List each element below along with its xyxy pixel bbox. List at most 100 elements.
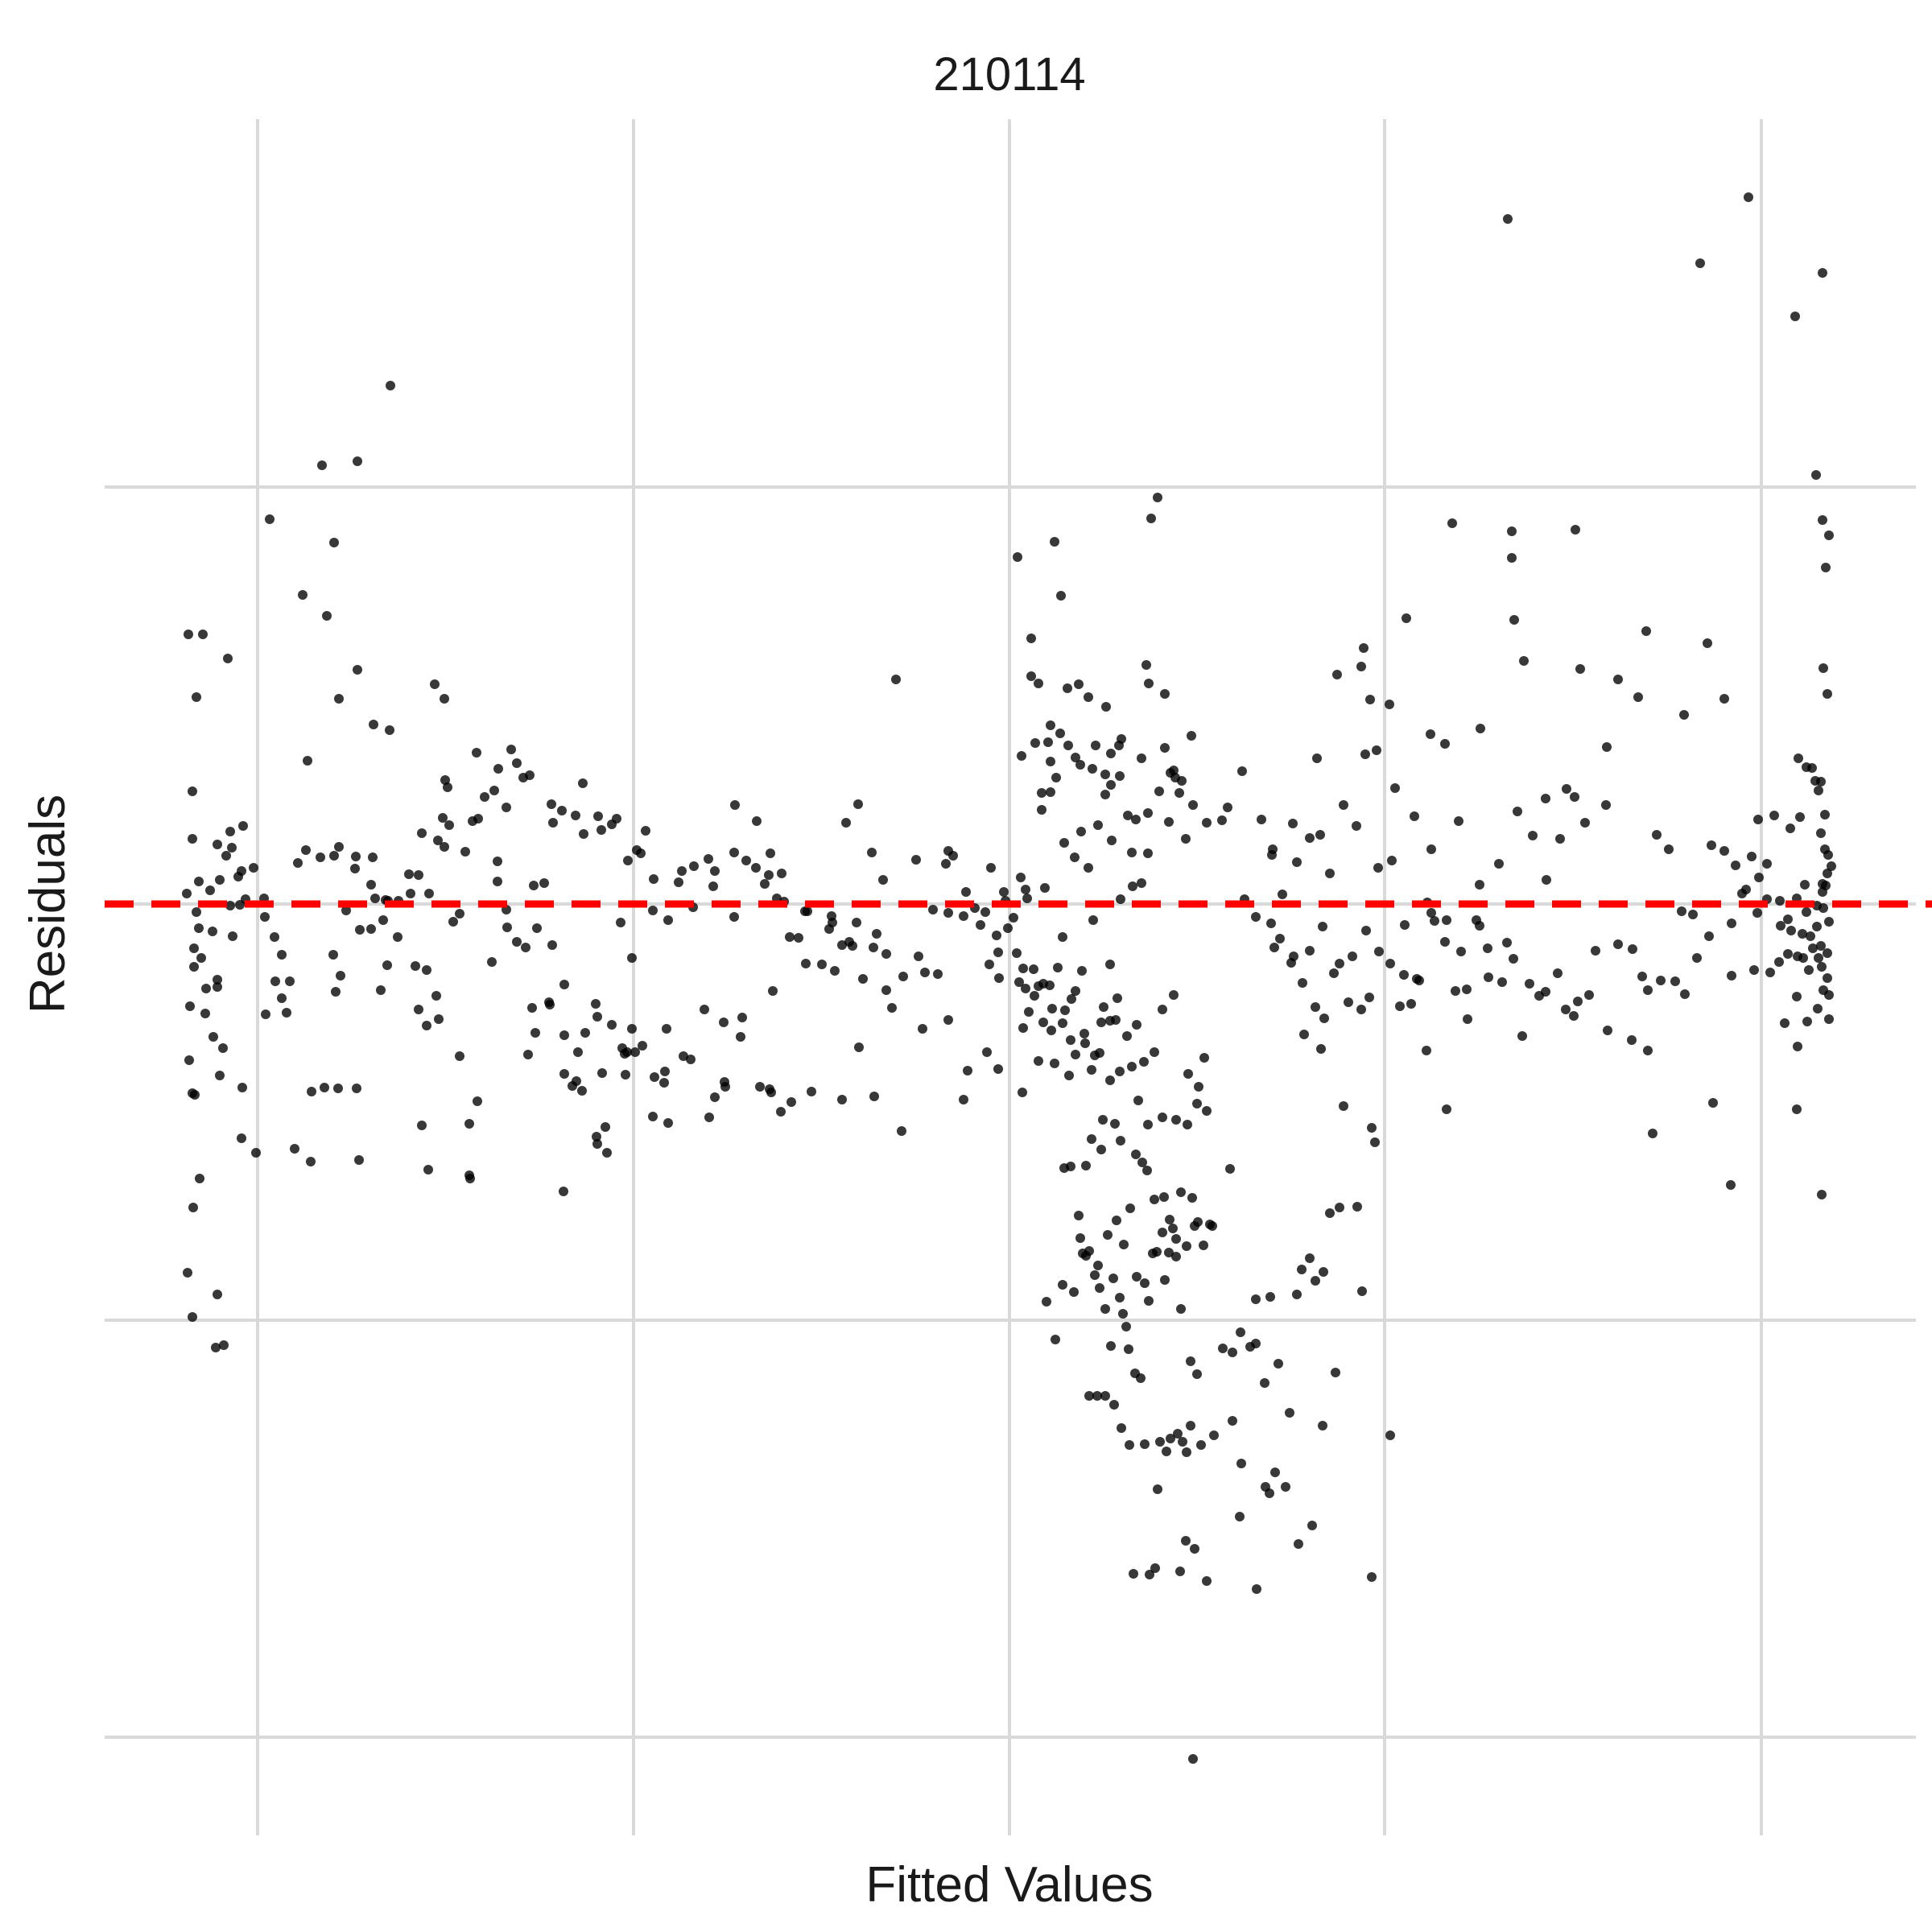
data-point xyxy=(1335,959,1344,968)
data-point xyxy=(1816,828,1826,838)
data-point xyxy=(1186,1421,1195,1430)
data-point xyxy=(382,960,392,970)
data-point xyxy=(660,1067,670,1076)
data-point xyxy=(1237,766,1247,776)
data-point xyxy=(215,1071,225,1080)
data-point xyxy=(914,952,923,961)
data-point xyxy=(1050,537,1059,547)
data-point xyxy=(1096,1145,1106,1154)
data-point xyxy=(1022,894,1032,903)
data-point xyxy=(1109,1400,1119,1410)
data-point xyxy=(1281,1482,1290,1492)
data-point xyxy=(1260,1378,1269,1388)
data-point xyxy=(559,1030,569,1040)
data-point xyxy=(593,811,603,821)
data-point xyxy=(455,1051,464,1061)
data-point xyxy=(1528,831,1538,840)
data-point xyxy=(545,1000,555,1009)
data-point xyxy=(710,866,720,876)
data-point xyxy=(448,917,458,927)
data-point xyxy=(213,840,222,849)
data-point xyxy=(1183,1069,1193,1079)
data-point xyxy=(1749,965,1759,975)
data-point xyxy=(785,932,795,942)
data-point xyxy=(183,1268,192,1278)
data-point xyxy=(777,869,786,878)
data-point xyxy=(1115,771,1125,781)
data-point xyxy=(1519,656,1529,666)
data-point xyxy=(710,1092,720,1102)
data-point xyxy=(1171,1115,1181,1125)
data-point xyxy=(1046,720,1055,730)
data-point xyxy=(480,792,489,802)
data-point xyxy=(366,880,376,890)
data-point xyxy=(1456,947,1466,956)
data-point xyxy=(1816,941,1826,951)
data-point xyxy=(1080,1038,1090,1048)
data-point xyxy=(282,1008,291,1018)
data-point xyxy=(1071,1050,1080,1059)
data-point xyxy=(350,864,360,873)
data-point xyxy=(1190,1544,1199,1554)
data-point xyxy=(719,1018,729,1027)
data-point xyxy=(1265,1488,1274,1498)
data-point xyxy=(650,1072,659,1082)
data-point xyxy=(1199,1053,1209,1063)
data-point xyxy=(1228,1348,1237,1357)
data-point xyxy=(208,927,217,936)
data-point xyxy=(1105,1016,1115,1026)
data-point xyxy=(621,1070,630,1080)
data-point xyxy=(1292,857,1302,867)
data-point xyxy=(1708,1098,1718,1108)
data-point xyxy=(317,460,327,470)
data-point xyxy=(1088,764,1097,774)
data-point xyxy=(1451,986,1460,996)
data-point xyxy=(237,1083,247,1092)
data-point xyxy=(1719,846,1729,856)
data-point xyxy=(1100,1391,1110,1401)
data-point xyxy=(468,816,477,826)
data-point xyxy=(189,943,199,953)
data-point xyxy=(1637,972,1647,981)
data-point xyxy=(422,965,431,975)
data-point xyxy=(663,1118,673,1128)
data-point xyxy=(959,911,968,921)
data-point xyxy=(1703,638,1712,648)
data-point xyxy=(559,980,569,989)
data-point xyxy=(225,827,235,836)
data-point xyxy=(1476,724,1485,733)
data-point xyxy=(1127,1062,1137,1071)
data-point xyxy=(354,1155,364,1165)
data-point xyxy=(577,1086,587,1096)
data-point xyxy=(1026,634,1036,643)
data-point xyxy=(1173,1429,1183,1439)
data-point xyxy=(1150,1563,1160,1573)
data-point xyxy=(1150,1047,1159,1057)
data-point xyxy=(627,953,637,963)
data-point xyxy=(1018,964,1028,973)
data-point xyxy=(1169,766,1179,775)
data-point xyxy=(1814,786,1823,795)
data-point xyxy=(1811,470,1821,480)
data-point xyxy=(386,381,395,390)
data-point xyxy=(1754,873,1764,882)
data-point xyxy=(648,906,658,915)
data-point xyxy=(1267,850,1277,860)
data-point xyxy=(1824,990,1834,1000)
data-point xyxy=(1727,919,1736,928)
data-point xyxy=(1118,1309,1128,1319)
data-point xyxy=(1289,952,1298,961)
data-point xyxy=(1143,1120,1153,1129)
data-point xyxy=(406,889,415,898)
data-point xyxy=(1319,1267,1328,1277)
data-point xyxy=(1251,912,1261,922)
data-point xyxy=(648,1112,658,1121)
data-point xyxy=(1765,968,1775,977)
data-point xyxy=(1356,1005,1366,1014)
data-point xyxy=(1800,880,1810,890)
data-point xyxy=(530,1028,540,1038)
data-point xyxy=(1092,1391,1102,1401)
data-point xyxy=(1359,643,1368,653)
data-point xyxy=(1824,530,1834,540)
data-point xyxy=(1364,993,1374,1002)
